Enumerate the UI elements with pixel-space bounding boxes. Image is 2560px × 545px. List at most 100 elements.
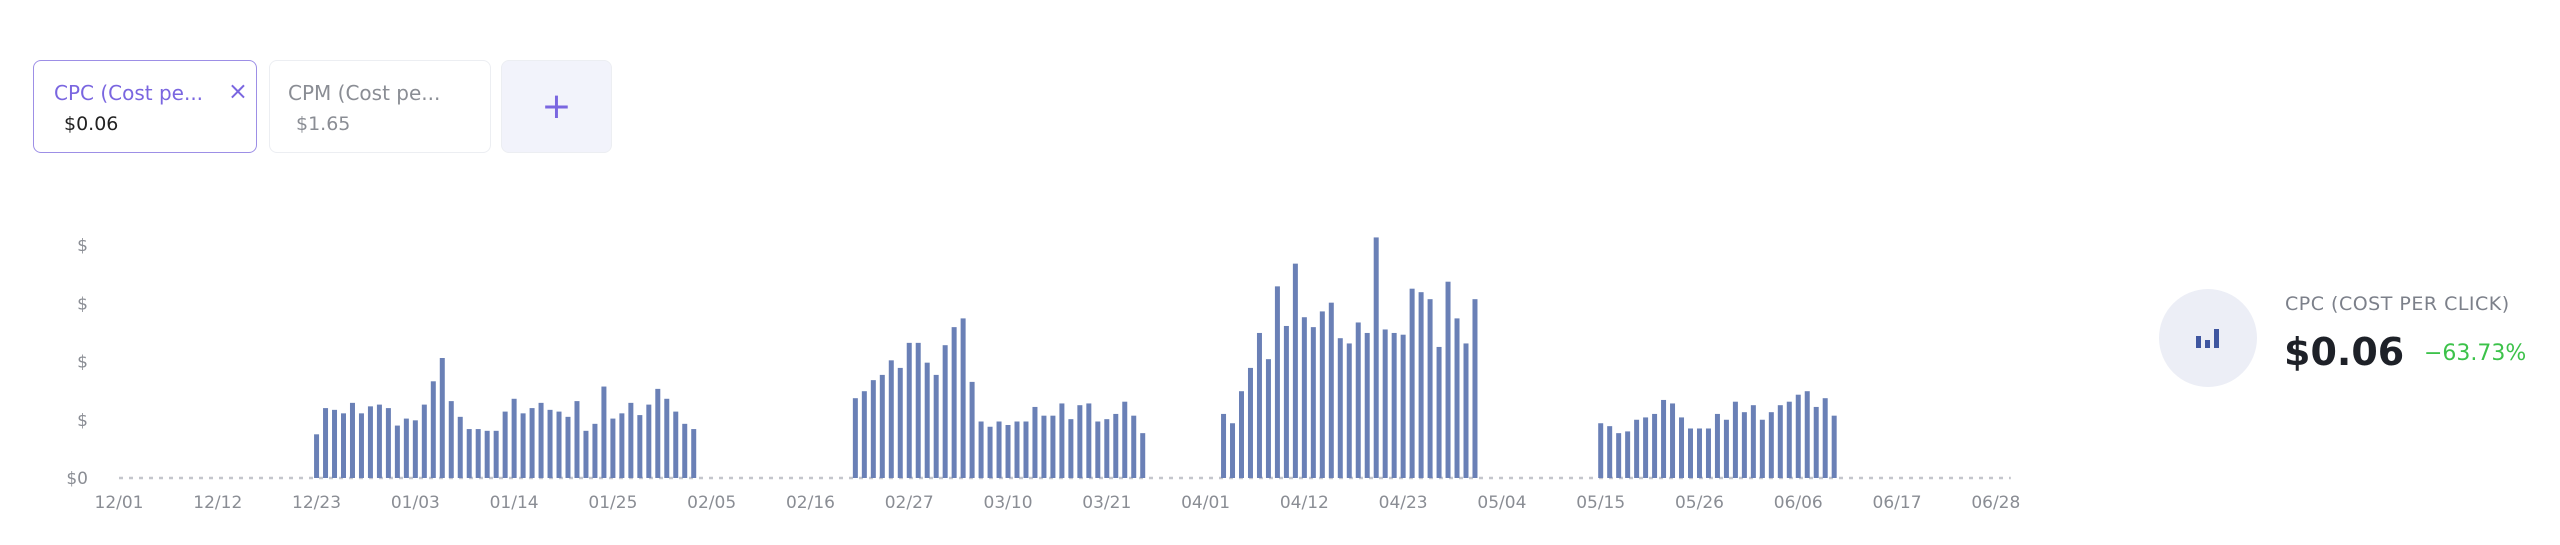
x-tick-label: 01/25	[588, 493, 637, 513]
bar	[601, 386, 607, 478]
bar	[1616, 433, 1622, 478]
bar	[1364, 332, 1370, 478]
bar	[1777, 405, 1783, 478]
bar	[1445, 281, 1451, 478]
bar	[1382, 329, 1388, 478]
bar	[897, 367, 903, 478]
bar	[610, 418, 616, 478]
bar	[314, 434, 320, 478]
x-tick-label: 03/10	[984, 493, 1033, 513]
bar	[906, 342, 912, 478]
x-tick-label: 06/17	[1873, 493, 1922, 513]
bar	[978, 421, 984, 478]
bar	[1750, 405, 1756, 478]
x-tick-label: 05/15	[1576, 493, 1625, 513]
bar	[1598, 423, 1604, 478]
bar	[341, 413, 346, 478]
bar	[1328, 302, 1334, 478]
bar	[960, 318, 966, 478]
y-tick-label: $	[77, 411, 88, 431]
bar	[1723, 419, 1729, 478]
y-tick-label: $0	[66, 469, 88, 489]
bar	[1427, 299, 1433, 478]
bar	[915, 342, 921, 478]
bar	[1256, 332, 1262, 478]
x-tick-label: 12/23	[292, 493, 341, 513]
bar	[1014, 421, 1020, 478]
bar	[1023, 421, 1029, 478]
bar	[1005, 424, 1011, 478]
bar	[547, 409, 553, 478]
bar	[583, 430, 589, 478]
bar	[502, 411, 508, 478]
bar	[1131, 415, 1137, 478]
bar	[493, 430, 499, 478]
bar	[1652, 413, 1658, 478]
summary-icon-circle	[2159, 289, 2257, 387]
bar	[1221, 413, 1227, 478]
bar	[1032, 406, 1038, 478]
bar	[1113, 413, 1119, 478]
summary-change: −63.73%	[2424, 341, 2527, 366]
bar	[1310, 327, 1316, 478]
bar	[1463, 343, 1469, 478]
x-tick-label: 02/16	[786, 493, 835, 513]
bar	[448, 401, 454, 478]
bar	[1086, 403, 1092, 478]
bar	[1472, 299, 1478, 478]
x-tick-label: 02/27	[885, 493, 934, 513]
bar	[1643, 417, 1649, 478]
bar	[484, 430, 490, 478]
bar	[888, 360, 894, 478]
bar	[529, 408, 535, 478]
bar	[457, 416, 463, 478]
bar	[1759, 419, 1765, 478]
bar	[592, 423, 598, 478]
bar	[1795, 394, 1801, 478]
bar	[1122, 401, 1128, 478]
bar	[1732, 401, 1738, 478]
bar	[870, 380, 876, 478]
bar	[430, 381, 436, 478]
tab-title: CPM (Cost pe...	[288, 81, 441, 105]
metric-tab-cpc[interactable]: CPC (Cost pe... × $0.06	[33, 60, 257, 153]
bar	[574, 401, 580, 478]
bar	[349, 402, 355, 478]
bar	[1319, 311, 1325, 478]
bar	[1831, 415, 1837, 478]
close-icon[interactable]: ×	[227, 77, 248, 105]
bar	[1230, 423, 1236, 478]
bar	[619, 413, 625, 478]
x-tick-label: 06/28	[1971, 493, 2020, 513]
x-tick-label: 04/23	[1379, 493, 1428, 513]
bar	[1095, 421, 1101, 478]
bar	[511, 398, 517, 478]
bar	[332, 409, 338, 478]
x-tick-label: 01/03	[391, 493, 440, 513]
add-metric-button[interactable]: +	[501, 60, 612, 153]
bar	[412, 420, 418, 478]
bar	[628, 402, 634, 478]
bar	[1373, 237, 1379, 478]
tab-value: $0.06	[64, 113, 119, 135]
y-tick-label: $	[77, 353, 88, 373]
bar	[1292, 263, 1298, 478]
bar	[1059, 403, 1065, 478]
bar	[1337, 338, 1343, 478]
metric-tab-cpm[interactable]: CPM (Cost pe... $1.65	[269, 60, 491, 153]
bar	[394, 425, 400, 478]
x-tick-label: 04/01	[1181, 493, 1230, 513]
x-tick-label: 06/06	[1774, 493, 1823, 513]
summary-title: CPC (COST PER CLICK)	[2285, 293, 2510, 315]
bar	[565, 416, 571, 478]
bar	[1391, 332, 1397, 478]
bar	[1104, 419, 1110, 478]
bar	[1301, 317, 1307, 478]
bar	[1265, 359, 1271, 478]
bar	[682, 423, 688, 478]
bar	[1679, 417, 1685, 478]
bar	[475, 429, 481, 478]
bar	[951, 327, 957, 478]
x-tick-label: 04/12	[1280, 493, 1329, 513]
bar	[1822, 398, 1828, 478]
